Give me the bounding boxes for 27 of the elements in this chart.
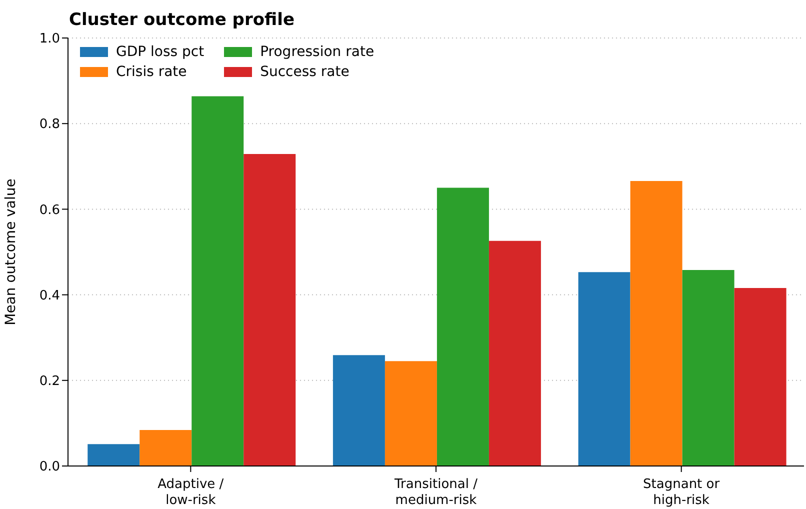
bar	[384, 361, 437, 466]
y-tick-label: 0.6	[39, 202, 60, 218]
x-tick-label: Adaptive / low-risk	[158, 477, 224, 508]
x-tick-label: Transitional / medium-risk	[394, 477, 478, 508]
bar	[488, 240, 541, 466]
bar	[332, 355, 385, 466]
chart-title: Cluster outcome profile	[69, 10, 294, 30]
x-tick-label: Stagnant or high-risk	[643, 477, 720, 508]
bar	[734, 288, 786, 466]
legend-label: GDP loss pct	[116, 44, 204, 60]
y-tick-label: 0.0	[39, 460, 60, 475]
bar	[630, 180, 682, 466]
bar	[88, 444, 140, 466]
bar	[244, 154, 296, 466]
legend-label: Success rate	[260, 64, 350, 80]
bar	[192, 96, 244, 466]
bar	[436, 188, 489, 466]
y-tick-label: 0.4	[39, 288, 60, 304]
y-axis-title: Mean outcome value	[2, 178, 19, 326]
legend-label: Crisis rate	[116, 64, 187, 80]
y-tick-label: 1.0	[39, 32, 60, 47]
y-tick-label: 0.2	[39, 374, 60, 390]
bar	[578, 272, 630, 466]
y-tick-label: 0.8	[39, 117, 60, 132]
bar	[682, 270, 734, 466]
legend-label: Progression rate	[260, 44, 374, 60]
bar	[140, 430, 192, 466]
